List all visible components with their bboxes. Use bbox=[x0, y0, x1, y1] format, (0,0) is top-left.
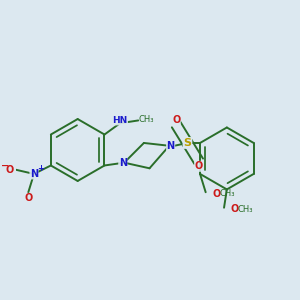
Text: +: + bbox=[37, 164, 44, 173]
Text: O: O bbox=[212, 189, 220, 199]
Text: N: N bbox=[119, 158, 127, 168]
Text: CH₃: CH₃ bbox=[139, 115, 154, 124]
Text: O: O bbox=[172, 115, 180, 124]
Text: O: O bbox=[5, 165, 14, 175]
Text: HN: HN bbox=[112, 116, 128, 125]
Text: N: N bbox=[30, 169, 38, 179]
Text: S: S bbox=[183, 138, 191, 148]
Text: −: − bbox=[1, 161, 9, 171]
Text: O: O bbox=[231, 204, 239, 214]
Text: N: N bbox=[167, 141, 175, 151]
Text: CH₃: CH₃ bbox=[219, 189, 235, 198]
Text: O: O bbox=[195, 161, 203, 171]
Text: O: O bbox=[24, 194, 32, 203]
Text: CH₃: CH₃ bbox=[238, 205, 253, 214]
